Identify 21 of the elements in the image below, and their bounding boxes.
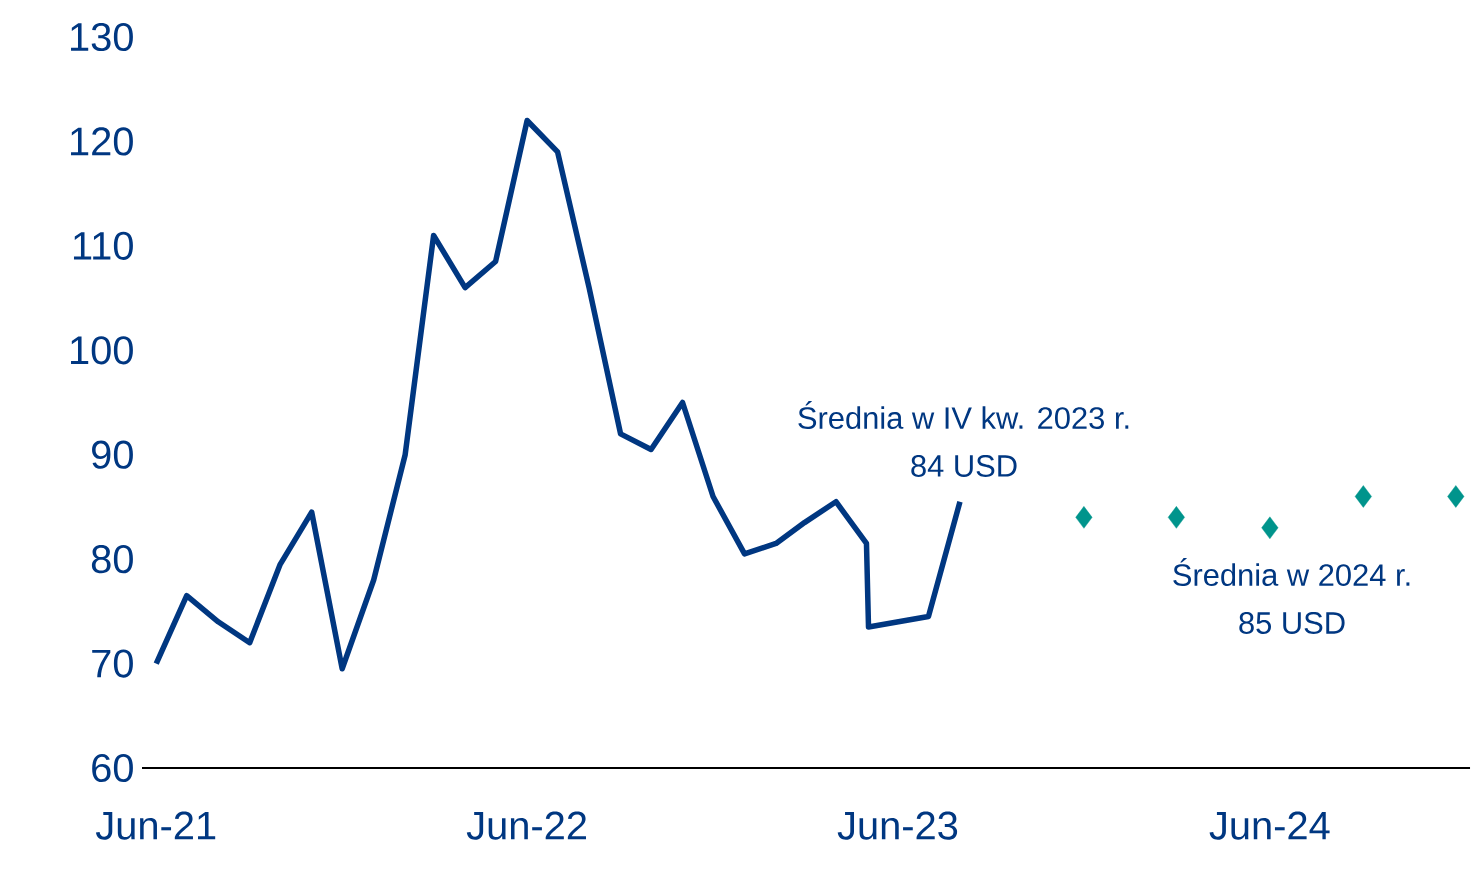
- point: [1354, 485, 1372, 508]
- x-tick-label: Jun-22: [466, 811, 586, 840]
- point: [1447, 485, 1465, 508]
- x-tick-label: Jun-24: [1209, 811, 1330, 840]
- y-tick-label: 120: [71, 127, 133, 156]
- annotation: Średnia w 2024 r.: [1173, 557, 1410, 586]
- y-tick-label: 70: [92, 649, 133, 678]
- annotation: 85 USD: [1239, 612, 1345, 634]
- y-tick-label: 130: [71, 22, 133, 52]
- y-tick-label: 110: [73, 231, 133, 260]
- annotation: 84 USD: [911, 455, 1017, 477]
- point: [1261, 516, 1279, 540]
- y-tick-label: 90: [92, 440, 133, 469]
- annotation: Średnia w IV kw. 2023 r.: [798, 400, 1129, 429]
- point: [1167, 506, 1185, 529]
- x-tick-label: Jun-23: [837, 811, 958, 840]
- x-tick-label: Jun-21: [95, 811, 216, 840]
- point: [1075, 506, 1093, 529]
- y-tick-label: 100: [71, 336, 133, 365]
- y-tick-label: 60: [92, 753, 133, 783]
- y-tick-label: 80: [91, 545, 133, 574]
